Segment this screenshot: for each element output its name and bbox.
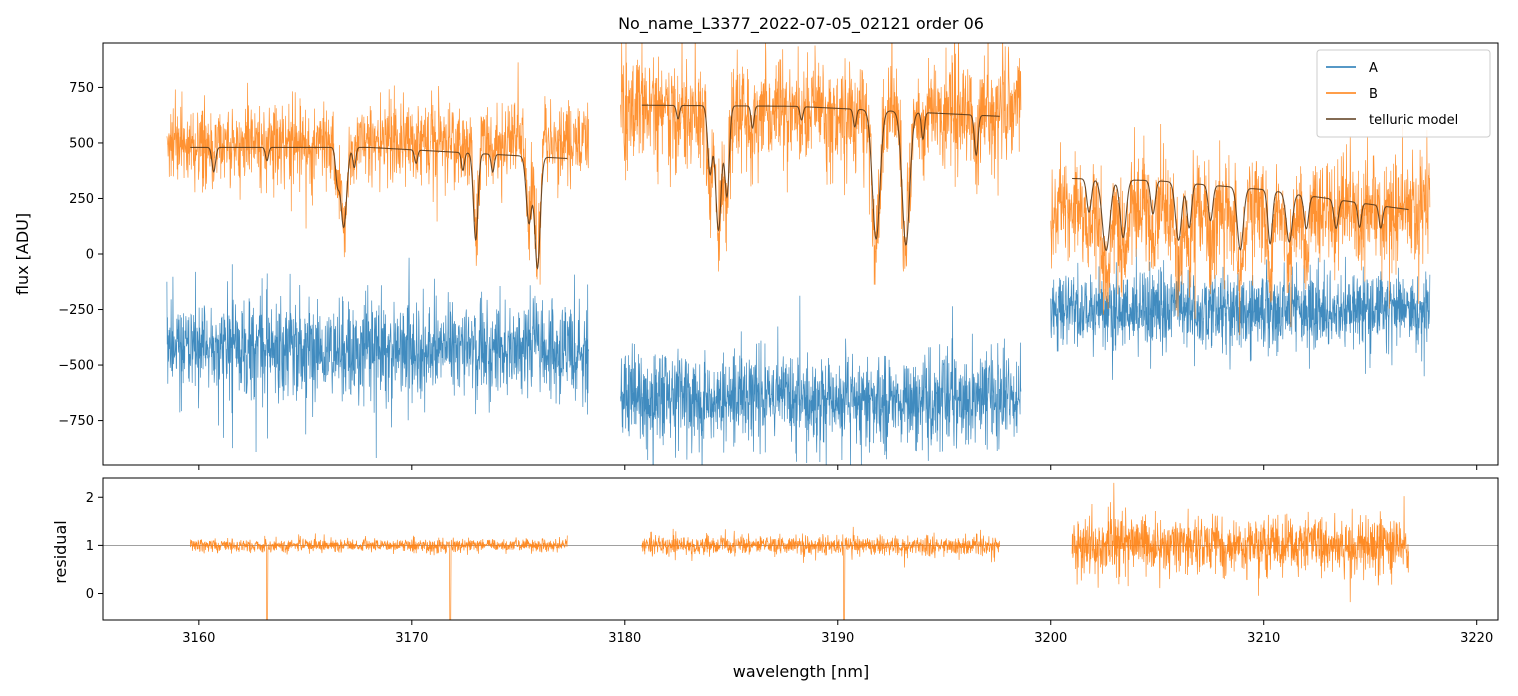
flux-plot-area <box>166 43 1431 465</box>
residual-panel: 0 1 2 3160 3170 3180 3190 3200 3210 3220 residua… <box>51 477 1499 646</box>
legend-label-telluric: telluric model <box>1369 113 1458 128</box>
residual-segment-1 <box>189 533 568 620</box>
flux-y-tick-label-0: −750 <box>58 414 94 429</box>
flux-y-tick-label-5: 500 <box>69 136 94 151</box>
series-a-segment-3 <box>1050 248 1431 380</box>
flux-y-axis: −750 −500 −250 0 250 500 750 <box>58 81 103 429</box>
residual-y-tick-label-1: 1 <box>86 539 94 554</box>
x-axis-label: wavelength [nm] <box>733 662 870 681</box>
x-tick-label-4: 3200 <box>1034 631 1067 646</box>
flux-panel: −750 −500 −250 0 250 500 750 flux [ADU] A B te… <box>13 42 1499 470</box>
residual-plot-area <box>103 482 1498 620</box>
series-a-segment-1 <box>166 257 589 458</box>
x-tick-label-1: 3170 <box>395 631 428 646</box>
x-tick-label-6: 3220 <box>1460 631 1493 646</box>
flux-y-tick-label-3: 0 <box>86 248 94 263</box>
residual-segment-3 <box>1071 482 1409 603</box>
x-tick-label-3: 3190 <box>821 631 854 646</box>
x-tick-label-2: 3180 <box>608 631 641 646</box>
residual-y-axis: 0 1 2 <box>86 491 103 602</box>
residual-segment-2 <box>641 526 1000 620</box>
residual-panel-frame <box>102 477 1499 621</box>
flux-y-tick-label-1: −500 <box>58 359 94 374</box>
telluric-model-segment-3 <box>1072 177 1409 252</box>
x-tick-label-5: 3210 <box>1247 631 1280 646</box>
series-a-segment-2 <box>620 295 1022 465</box>
chart-title: No_name_L3377_2022-07-05_02121 order 06 <box>618 14 984 34</box>
legend-label-a: A <box>1369 61 1378 76</box>
legend-label-b: B <box>1369 87 1378 102</box>
flux-y-axis-label: flux [ADU] <box>13 213 32 295</box>
residual-y-tick-label-0: 0 <box>86 587 94 602</box>
flux-y-tick-label-4: 250 <box>69 192 94 207</box>
series-b-segment-2 <box>620 43 1022 285</box>
telluric-model-segment-2 <box>641 104 1000 246</box>
flux-y-tick-label-2: −250 <box>58 303 94 318</box>
legend: A B telluric model <box>1316 49 1491 138</box>
residual-y-axis-label: residual <box>51 520 70 583</box>
flux-x-ticks <box>198 465 1478 470</box>
series-b-segment-1 <box>166 62 589 285</box>
x-axis: 3160 3170 3180 3190 3200 3210 3220 <box>182 620 1493 646</box>
legend-box <box>1316 49 1491 138</box>
x-tick-label-0: 3160 <box>182 631 215 646</box>
series-b-segment-3 <box>1050 123 1431 336</box>
residual-y-tick-label-2: 2 <box>86 491 94 506</box>
telluric-model-segment-1 <box>190 146 568 270</box>
flux-y-tick-label-6: 750 <box>69 81 94 96</box>
